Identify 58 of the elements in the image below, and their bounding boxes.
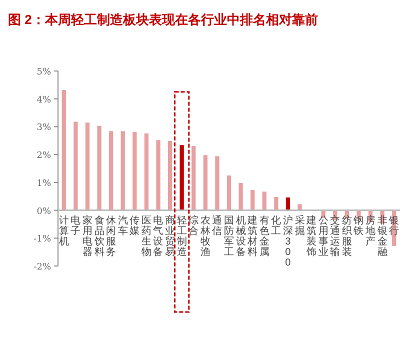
bar — [62, 90, 66, 210]
x-tick-label: 农林牧渔 — [199, 215, 210, 258]
bar — [215, 156, 220, 210]
x-tick-label: 电气设备 — [153, 214, 164, 258]
x-tick-label: 传媒 — [130, 215, 140, 237]
x-tick-label: 国防军工 — [224, 215, 234, 258]
x-tick-label: 有色金属 — [259, 214, 270, 258]
x-tick-label: 食品饮料 — [93, 214, 104, 258]
bar — [156, 140, 160, 210]
x-tick-label: 家用电器 — [82, 214, 92, 258]
bar — [274, 196, 278, 210]
y-tick-label: 5% — [36, 68, 52, 78]
y-tick-label: 4% — [36, 95, 52, 106]
y-tick-label: -2% — [34, 262, 52, 272]
bar — [120, 131, 125, 210]
bar — [298, 204, 302, 210]
x-tick-label: 房地产 — [364, 214, 376, 248]
bar — [132, 132, 137, 210]
bar — [168, 140, 172, 210]
x-tick-label: 交通运输 — [330, 214, 340, 258]
y-tick-label: 3% — [36, 123, 52, 134]
x-tick-label: 非银金融 — [376, 214, 388, 258]
y-tick-label: 2% — [36, 151, 52, 162]
x-tick-label: 钢铁 — [352, 215, 364, 237]
x-tick-label: 公用事业 — [318, 214, 328, 258]
x-tick-label: 休闲服务 — [106, 215, 116, 258]
bar — [286, 197, 290, 210]
x-tick-label: 汽车 — [118, 214, 128, 237]
bar — [250, 190, 255, 210]
x-tick-label: 计算机 — [58, 214, 69, 248]
x-tick-label: 轻工制造 — [176, 214, 187, 258]
x-tick-label: 纺织服装 — [342, 214, 352, 258]
x-tick-label: 医药生物 — [141, 215, 152, 258]
bar — [85, 122, 90, 210]
x-tick-label: 银行 — [388, 215, 400, 237]
x-tick-label: 机械设备 — [236, 214, 246, 258]
bar — [144, 133, 149, 210]
bar — [262, 192, 266, 210]
x-tick-label: 化工 — [271, 214, 282, 237]
x-tick-label: 沪深300 — [282, 214, 293, 268]
y-tick-label: -1% — [34, 234, 52, 245]
chart-title: 图 2：本周轻工制造板块表现在各行业中排名相对靠前 — [8, 12, 318, 27]
y-tick-label: 0% — [36, 206, 52, 217]
bar — [74, 122, 78, 210]
x-tick-label: 采掘 — [294, 214, 305, 237]
bar — [192, 146, 196, 210]
y-tick-label: 1% — [36, 178, 52, 189]
bar — [203, 155, 208, 210]
x-tick-label: 建筑装饰 — [306, 214, 317, 258]
bar — [180, 145, 184, 210]
bar — [226, 175, 232, 210]
x-tick-label: 电子 — [70, 214, 81, 237]
bar — [109, 131, 114, 210]
x-tick-label: 商业贸易 — [165, 214, 176, 258]
x-tick-label: 建筑材料 — [246, 214, 258, 258]
bar — [97, 126, 102, 210]
x-tick-label: 通信 — [212, 214, 222, 237]
bar — [238, 182, 243, 210]
